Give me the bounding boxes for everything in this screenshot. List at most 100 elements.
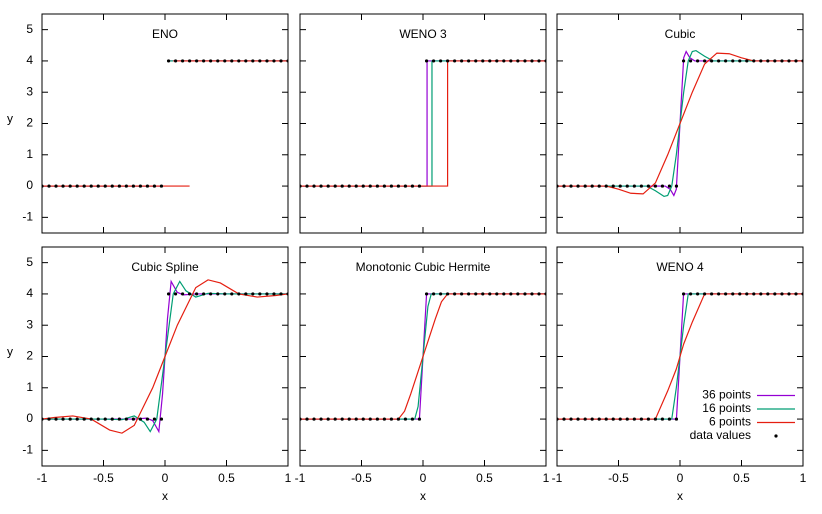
data-point bbox=[583, 417, 587, 421]
y-tick-label: 2 bbox=[26, 349, 33, 363]
data-point bbox=[780, 292, 784, 296]
panel-title: Cubic Spline bbox=[131, 260, 199, 274]
data-point bbox=[710, 292, 714, 296]
x-tick-label: -0.5 bbox=[608, 471, 629, 485]
x-axis-label: x bbox=[162, 489, 168, 503]
data-point bbox=[611, 417, 615, 421]
x-tick-label: 0 bbox=[677, 471, 684, 485]
data-point bbox=[47, 184, 51, 188]
data-point bbox=[467, 292, 471, 296]
x-tick-label: 0 bbox=[162, 471, 169, 485]
y-tick-label: 2 bbox=[26, 116, 33, 130]
data-point bbox=[312, 417, 316, 421]
data-point bbox=[188, 292, 192, 296]
data-point bbox=[667, 417, 672, 421]
series-line bbox=[42, 279, 288, 434]
data-point bbox=[562, 417, 566, 421]
data-point bbox=[611, 184, 615, 188]
data-point bbox=[597, 417, 601, 421]
x-tick-label: 1 bbox=[543, 471, 550, 485]
data-point bbox=[660, 417, 665, 421]
data-point bbox=[530, 59, 534, 63]
data-point bbox=[117, 184, 121, 188]
data-point bbox=[632, 184, 636, 188]
data-point bbox=[272, 292, 276, 296]
data-point bbox=[752, 59, 756, 63]
data-point bbox=[319, 417, 323, 421]
data-point bbox=[773, 59, 777, 63]
data-point bbox=[103, 417, 107, 421]
panel-border bbox=[556, 246, 804, 467]
x-axis-label: x bbox=[677, 489, 683, 503]
data-point bbox=[54, 184, 58, 188]
data-point bbox=[265, 292, 269, 296]
data-point bbox=[89, 184, 93, 188]
panel-title: WENO 4 bbox=[656, 260, 704, 274]
y-tick-label: 5 bbox=[26, 22, 33, 36]
panel: -1 0 1 2 3 4 5 y ENO bbox=[7, 13, 289, 234]
data-point bbox=[653, 417, 658, 421]
y-tick-label: 0 bbox=[26, 411, 33, 425]
data-point bbox=[54, 417, 58, 421]
plot-area bbox=[557, 49, 803, 198]
data-point bbox=[488, 59, 492, 63]
data-point bbox=[576, 417, 580, 421]
x-tick-label: 0 bbox=[420, 471, 427, 485]
data-point bbox=[361, 184, 365, 188]
data-point bbox=[230, 59, 234, 63]
data-point bbox=[703, 292, 707, 296]
data-point bbox=[180, 59, 185, 63]
data-point bbox=[368, 184, 372, 188]
data-point bbox=[717, 292, 721, 296]
data-point bbox=[145, 184, 150, 188]
data-point bbox=[223, 292, 227, 296]
series-line bbox=[42, 60, 288, 187]
legend-marker bbox=[774, 434, 778, 438]
data-point bbox=[467, 59, 471, 63]
data-point bbox=[495, 292, 499, 296]
data-point bbox=[138, 417, 142, 421]
data-point bbox=[710, 59, 714, 63]
data-point bbox=[731, 59, 735, 63]
data-point bbox=[688, 59, 693, 63]
panel-title: WENO 3 bbox=[399, 27, 447, 41]
data-point bbox=[361, 417, 365, 421]
panel: -1 -0.5 0 0.5 1 x Monotonic Cubic Hermite bbox=[295, 246, 550, 503]
data-point bbox=[731, 292, 735, 296]
data-point bbox=[382, 417, 386, 421]
data-point bbox=[509, 59, 513, 63]
series-line bbox=[557, 52, 803, 195]
data-point bbox=[646, 184, 650, 188]
data-point bbox=[96, 417, 100, 421]
data-point bbox=[195, 292, 199, 296]
data-point bbox=[604, 417, 608, 421]
data-point bbox=[209, 59, 213, 63]
data-point bbox=[502, 59, 506, 63]
data-point bbox=[780, 59, 784, 63]
data-point bbox=[766, 292, 770, 296]
series-line bbox=[557, 293, 803, 420]
y-tick-label: 3 bbox=[26, 317, 33, 331]
data-point bbox=[396, 184, 400, 188]
legend-label: 6 points bbox=[709, 415, 751, 429]
data-point bbox=[166, 59, 171, 63]
data-point bbox=[523, 59, 527, 63]
data-point bbox=[354, 184, 358, 188]
data-point bbox=[68, 417, 72, 421]
data-point bbox=[523, 292, 527, 296]
data-point bbox=[75, 417, 79, 421]
data-point bbox=[279, 59, 283, 63]
data-point bbox=[265, 59, 269, 63]
data-point bbox=[660, 184, 665, 188]
data-point bbox=[745, 59, 749, 63]
data-point bbox=[117, 417, 121, 421]
plot-area bbox=[300, 292, 546, 421]
x-axis-label: x bbox=[420, 489, 426, 503]
data-point bbox=[61, 184, 65, 188]
data-point bbox=[639, 184, 643, 188]
x-tick-label: -0.5 bbox=[93, 471, 114, 485]
data-point bbox=[431, 292, 436, 296]
x-tick-label: 0.5 bbox=[733, 471, 750, 485]
data-point bbox=[195, 59, 199, 63]
